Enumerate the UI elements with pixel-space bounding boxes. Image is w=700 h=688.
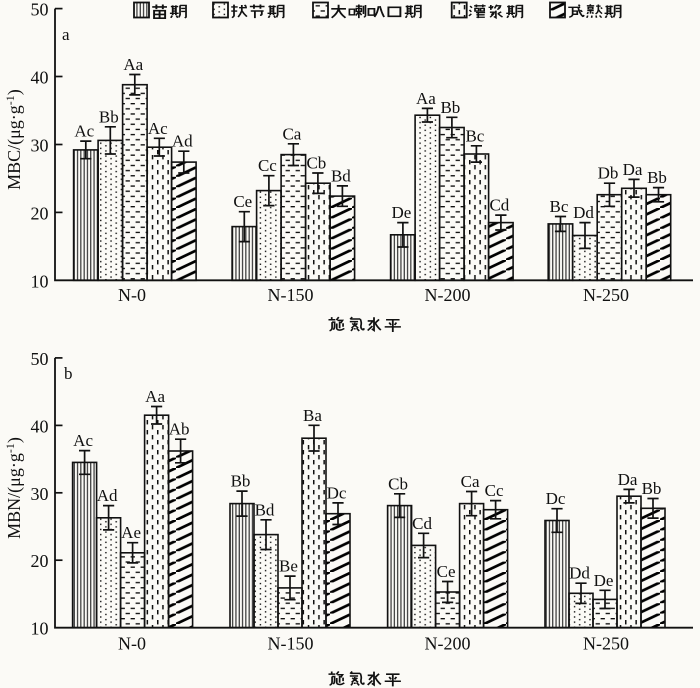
svg-text:Ad: Ad <box>97 486 118 505</box>
svg-text:Bb: Bb <box>440 98 460 117</box>
svg-text:De: De <box>391 203 411 222</box>
svg-text:Ab: Ab <box>169 420 190 439</box>
svg-text:Bb: Bb <box>231 472 251 491</box>
svg-text:Aa: Aa <box>145 387 165 406</box>
svg-text:Bb: Bb <box>99 107 119 126</box>
svg-text:Cd: Cd <box>489 196 509 215</box>
svg-text:40: 40 <box>31 68 49 88</box>
svg-text:MBC/(μg·g-1): MBC/(μg·g-1) <box>3 89 25 190</box>
svg-text:Bd: Bd <box>255 500 275 519</box>
svg-text:Ac: Ac <box>74 122 94 141</box>
svg-text:Bb: Bb <box>642 479 662 498</box>
svg-text:Ac: Ac <box>73 431 93 450</box>
svg-text:N-200: N-200 <box>425 285 471 305</box>
svg-text:30: 30 <box>31 484 49 504</box>
svg-text:N-150: N-150 <box>268 285 314 305</box>
svg-text:Ca: Ca <box>461 472 480 491</box>
svg-text:Ac: Ac <box>148 119 168 138</box>
svg-text:N-0: N-0 <box>118 634 146 654</box>
svg-text:20: 20 <box>31 551 49 571</box>
svg-text:Db: Db <box>598 164 619 183</box>
svg-text:Ce: Ce <box>233 192 252 211</box>
svg-text:Ba: Ba <box>303 406 322 425</box>
svg-text:40: 40 <box>31 416 49 436</box>
svg-text:Dc: Dc <box>327 483 347 502</box>
svg-text:Da: Da <box>623 160 643 179</box>
svg-text:Cb: Cb <box>388 474 408 493</box>
svg-text:Dc: Dc <box>546 489 566 508</box>
svg-text:Ae: Ae <box>121 523 141 542</box>
svg-text:Be: Be <box>279 557 298 576</box>
svg-text:10: 10 <box>31 619 49 639</box>
svg-text:Ce: Ce <box>437 562 456 581</box>
svg-text:10: 10 <box>31 271 49 291</box>
svg-text:Aa: Aa <box>416 89 436 108</box>
svg-text:Dd: Dd <box>573 203 594 222</box>
svg-text:Cc: Cc <box>485 481 504 500</box>
svg-text:Ad: Ad <box>172 132 193 151</box>
svg-text:b: b <box>64 364 73 383</box>
svg-text:N-250: N-250 <box>583 634 629 654</box>
svg-text:50: 50 <box>31 349 49 369</box>
svg-text:Bd: Bd <box>331 166 351 185</box>
svg-text:N-200: N-200 <box>425 634 471 654</box>
svg-text:a: a <box>62 25 70 44</box>
svg-text:50: 50 <box>31 0 49 20</box>
svg-text:De: De <box>594 571 614 590</box>
svg-text:Da: Da <box>618 470 638 489</box>
svg-text:Bc: Bc <box>550 197 569 216</box>
svg-text:30: 30 <box>31 136 49 156</box>
svg-text:N-250: N-250 <box>583 285 629 305</box>
svg-text:20: 20 <box>31 203 49 223</box>
svg-text:Cd: Cd <box>412 514 432 533</box>
svg-text:Cb: Cb <box>306 154 326 173</box>
svg-text:N-0: N-0 <box>118 285 146 305</box>
svg-text:N-150: N-150 <box>268 634 314 654</box>
svg-text:Aa: Aa <box>123 55 143 74</box>
svg-text:Dd: Dd <box>569 564 590 583</box>
svg-text:Ca: Ca <box>282 124 301 143</box>
svg-text:Bb: Bb <box>647 168 667 187</box>
svg-text:Bc: Bc <box>465 126 484 145</box>
svg-text:MBN/(μg·g-1): MBN/(μg·g-1) <box>3 437 25 539</box>
svg-text:Cc: Cc <box>258 156 277 175</box>
